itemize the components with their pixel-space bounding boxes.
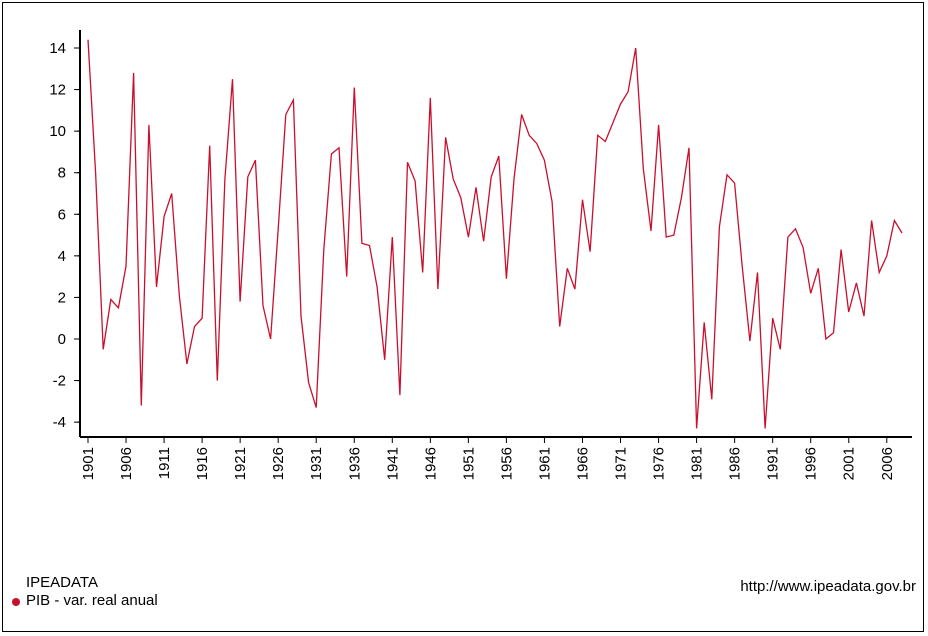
x-tick-label: 1901 (80, 447, 97, 480)
y-tick-label: 10 (49, 123, 66, 140)
y-axis: -4 -2 0 2 4 6 8 10 12 14 (49, 30, 81, 437)
x-tick-label: 1976 (651, 447, 668, 480)
series-group (87, 39, 903, 429)
x-tick-label: 1986 (727, 447, 744, 480)
x-tick-label: 2001 (841, 447, 858, 480)
source-url-link[interactable]: http://www.ipeadata.gov.br (740, 578, 916, 595)
legend-marker-icon (12, 598, 20, 606)
x-tick-label: 1961 (536, 447, 553, 480)
x-tick-label: 1916 (194, 447, 211, 480)
x-tick-label: 1966 (574, 447, 591, 480)
y-tick-label: 12 (49, 82, 66, 99)
x-tick-label: 1936 (346, 447, 363, 480)
y-tick-label: -4 (53, 414, 66, 431)
x-tick-label: 1956 (498, 447, 515, 480)
x-tick-label: 1971 (613, 447, 630, 480)
x-tick-label: 1906 (118, 447, 135, 480)
y-tick-label: 6 (58, 206, 66, 223)
x-tick-label: 1921 (232, 447, 249, 480)
y-tick-label: 14 (49, 40, 66, 57)
x-tick-label: 1951 (460, 447, 477, 480)
y-tick-label: 8 (58, 165, 66, 182)
x-tick-label: 2006 (879, 447, 896, 480)
y-tick-label: 0 (58, 331, 66, 348)
x-tick-label: 1996 (803, 447, 820, 480)
y-tick-label: -2 (53, 373, 66, 390)
x-tick-label: 1981 (689, 447, 706, 480)
legend: IPEADATA PIB - var. real anual (26, 574, 158, 610)
x-tick-label: 1991 (765, 447, 782, 480)
x-tick-label: 1931 (308, 447, 325, 480)
x-tick-label: 1926 (270, 447, 287, 480)
x-axis: 1901 1906 1911 1916 1921 1926 1931 1936 1941 1946… (80, 436, 912, 480)
x-tick-label: 1941 (384, 447, 401, 480)
y-tick-label: 2 (58, 289, 66, 306)
legend-source: IPEADATA (26, 574, 98, 591)
legend-series-label: PIB - var. real anual (26, 592, 158, 609)
y-tick-label: 4 (58, 248, 66, 265)
x-tick-label: 1946 (422, 447, 439, 480)
series-line-0 (87, 39, 903, 429)
x-tick-label: 1911 (156, 447, 173, 479)
